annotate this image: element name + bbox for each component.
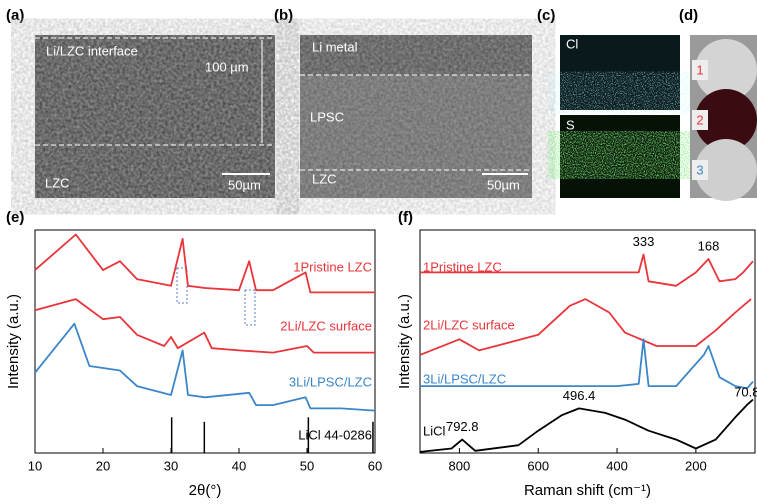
image-text: Cl [566,36,578,51]
x-tick-label: 10 [28,458,42,473]
image-text: LPSC [310,109,344,124]
x-axis-label: Raman shift (cm⁻¹) [524,482,651,499]
image-text: 3 [696,162,703,177]
series-label: 3Li/LPSC/LZC [289,374,372,389]
eds-signal [560,135,680,175]
panel-label: (a) [6,7,24,24]
image-text: 100 µm [205,59,249,74]
x-tick-label: 30 [164,458,178,473]
image-text: Li metal [312,39,358,54]
series-label: LiCl [423,423,446,438]
image-text: 2 [696,112,703,127]
series-line [35,324,375,411]
x-tick-label: 20 [96,458,110,473]
image-text: Li/LZC interface [46,43,138,58]
panel-label: (e) [6,209,24,226]
reference-label: LiCl 44-0286 [298,427,372,442]
peak-label: 168 [698,238,720,253]
panel-label: (b) [274,7,293,24]
y-axis-label: Intensity (a.u.) [396,294,413,389]
image-text: LZC [45,175,70,190]
image-text: S [566,117,575,132]
image-text: LZC [312,171,337,186]
panel-label: (d) [679,7,698,24]
eds-signal [560,75,680,110]
y-axis-label: Intensity (a.u.) [5,294,22,389]
series-label: 2Li/LZC surface [423,317,515,332]
x-tick-label: 50 [300,458,314,473]
highlight-box [245,290,255,325]
highlight-box [177,268,187,303]
series-label: 3Li/LPSC/LZC [423,371,506,386]
series-label: 1Pristine LZC [423,259,502,274]
peak-label: 496.4 [563,388,596,403]
panel-label: (f) [398,209,413,226]
image-text: 50µm [487,177,520,192]
x-tick-label: 400 [606,458,628,473]
image-text: 50µm [228,177,261,192]
x-tick-label: 60 [368,458,382,473]
x-tick-label: 40 [232,458,246,473]
figure: (a) Li/LZC interface 100 µm LZC 50µm (b)… [0,0,757,504]
peak-label: 70.8 [734,384,757,399]
x-tick-label: 200 [685,458,707,473]
page: (a) Li/LZC interface 100 µm LZC 50µm (b)… [0,0,757,504]
peak-label: 792.8 [446,419,479,434]
series-label: 1Pristine LZC [293,259,372,274]
x-tick-label: 600 [527,458,549,473]
panel-label: (c) [537,7,555,24]
x-axis-label: 2θ(°) [189,482,222,499]
image-text: 1 [696,62,703,77]
x-tick-label: 800 [449,458,471,473]
series-label: 2Li/LZC surface [280,318,372,333]
peak-label: 333 [633,234,655,249]
